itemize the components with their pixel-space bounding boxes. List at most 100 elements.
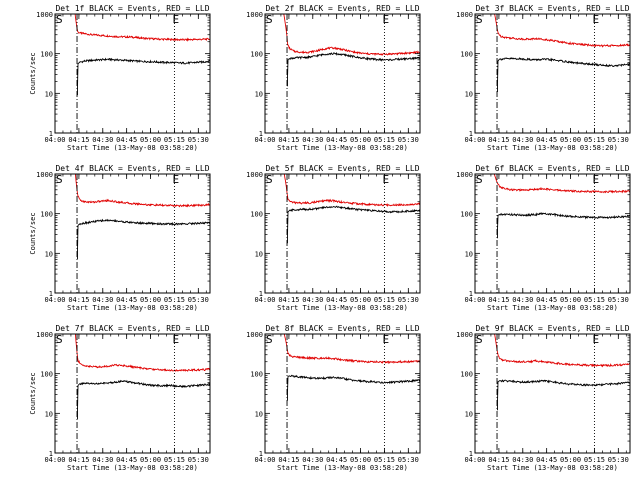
x-axis-label: Start Time (13-May-08 03:58:20): [277, 144, 408, 152]
y-tick-label: 1000: [36, 171, 53, 179]
x-axis-label: Start Time (13-May-08 03:58:20): [67, 144, 198, 152]
events-series-line: [77, 57, 210, 96]
x-tick-label: 05:15: [584, 296, 605, 304]
x-tick-label: 04:30: [512, 456, 533, 464]
lld-series-line: [283, 174, 420, 207]
y-tick-label: 100: [460, 371, 473, 379]
y-tick-label: 100: [250, 211, 263, 219]
y-tick-label: 1000: [246, 11, 263, 19]
x-axis-label: Start Time (13-May-08 03:58:20): [67, 304, 198, 312]
plot-frame: [264, 333, 421, 454]
x-axis-label: Start Time (13-May-08 03:58:20): [67, 464, 198, 472]
x-tick-label: 05:00: [560, 136, 581, 144]
lld-series-line: [74, 174, 210, 208]
x-tick-label: 04:00: [254, 296, 275, 304]
x-tick-label: 04:00: [464, 296, 485, 304]
x-axis-label: Start Time (13-May-08 03:58:20): [487, 144, 618, 152]
y-tick-label: 10: [45, 410, 53, 418]
x-tick-label: 05:00: [140, 456, 161, 464]
plot-frame: [264, 173, 421, 294]
y-axis-label: Counts/sec: [29, 372, 37, 414]
y-tick-label: 1: [469, 130, 473, 138]
x-tick-label: 05:30: [398, 136, 419, 144]
panel-title: Det 8f BLACK = Events, RED = LLD: [265, 324, 419, 333]
y-axis-label: Counts/sec: [29, 212, 37, 254]
y-tick-label: 100: [250, 51, 263, 59]
x-tick-label: 05:00: [560, 296, 581, 304]
end-marker: E: [592, 173, 599, 186]
x-tick-label: 04:15: [68, 456, 89, 464]
y-tick-label: 1000: [246, 331, 263, 339]
start-marker: S: [476, 173, 483, 186]
y-axis-label: Counts/sec: [29, 52, 37, 94]
x-tick-label: 04:45: [326, 136, 347, 144]
x-axis-label: Start Time (13-May-08 03:58:20): [277, 304, 408, 312]
y-tick-label: 1: [259, 130, 263, 138]
plot-frame: [474, 13, 631, 134]
plot-frame: [474, 333, 631, 454]
end-marker: E: [382, 333, 389, 346]
x-tick-label: 05:00: [560, 456, 581, 464]
x-tick-label: 04:45: [326, 456, 347, 464]
panel-title: Det 3f BLACK = Events, RED = LLD: [475, 4, 629, 13]
y-tick-label: 1: [49, 130, 53, 138]
x-tick-label: 04:15: [488, 136, 509, 144]
x-tick-label: 05:00: [350, 136, 371, 144]
y-tick-label: 10: [465, 90, 473, 98]
end-marker: E: [172, 173, 179, 186]
lld-series-line: [74, 14, 210, 42]
x-tick-label: 04:45: [536, 136, 557, 144]
x-tick-label: 05:15: [374, 456, 395, 464]
y-tick-label: 1000: [456, 171, 473, 179]
x-tick-label: 05:00: [350, 456, 371, 464]
y-tick-label: 10: [45, 90, 53, 98]
x-tick-label: 04:15: [68, 296, 89, 304]
x-tick-label: 05:30: [188, 136, 209, 144]
x-tick-label: 04:30: [302, 296, 323, 304]
x-tick-label: 04:00: [464, 136, 485, 144]
x-tick-label: 05:15: [164, 296, 185, 304]
lld-series-line: [74, 334, 210, 373]
start-marker: S: [266, 13, 273, 26]
lld-series-line: [494, 14, 630, 48]
y-tick-label: 1000: [246, 171, 263, 179]
x-axis-label: Start Time (13-May-08 03:58:20): [277, 464, 408, 472]
end-marker: E: [592, 13, 599, 26]
plot-frame: [264, 13, 421, 134]
end-marker: E: [382, 173, 389, 186]
events-series-line: [497, 57, 630, 92]
panel-title: Det 9f BLACK = Events, RED = LLD: [475, 324, 629, 333]
x-tick-label: 05:00: [140, 296, 161, 304]
lld-series-line: [283, 14, 420, 57]
x-tick-label: 05:30: [608, 456, 629, 464]
start-marker: S: [56, 13, 63, 26]
x-tick-label: 04:15: [278, 296, 299, 304]
x-tick-label: 04:00: [44, 456, 65, 464]
y-tick-label: 1: [469, 450, 473, 458]
lld-series-line: [283, 334, 420, 365]
plot-frame: [54, 173, 211, 294]
x-tick-label: 04:00: [464, 456, 485, 464]
y-tick-label: 100: [40, 371, 53, 379]
x-tick-label: 05:15: [374, 136, 395, 144]
y-tick-label: 1000: [36, 331, 53, 339]
y-tick-label: 1000: [456, 331, 473, 339]
x-tick-label: 05:15: [374, 296, 395, 304]
y-tick-label: 1: [49, 450, 53, 458]
events-series-line: [497, 212, 630, 239]
x-tick-label: 05:30: [608, 296, 629, 304]
y-tick-label: 1000: [456, 11, 473, 19]
y-tick-label: 10: [465, 250, 473, 258]
start-marker: S: [476, 13, 483, 26]
events-series-line: [77, 218, 210, 259]
x-tick-label: 04:15: [278, 136, 299, 144]
plot-frame: [474, 173, 631, 294]
x-tick-label: 05:00: [350, 296, 371, 304]
start-marker: S: [266, 333, 273, 346]
start-marker: S: [56, 333, 63, 346]
